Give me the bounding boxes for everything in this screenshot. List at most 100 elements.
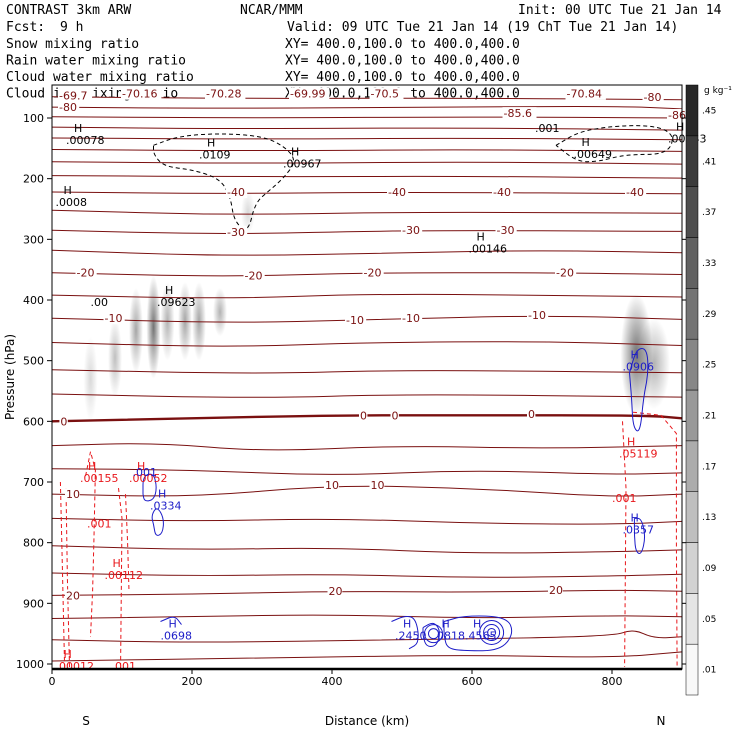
temp-label-34: 20 — [549, 584, 563, 597]
temp-label-bg-5 — [565, 87, 606, 100]
max-label-9: .09623 — [157, 296, 196, 309]
snow-shade-3 — [146, 275, 161, 379]
cloud-water-contour-6 — [422, 622, 440, 647]
temp-label-bg-22 — [345, 314, 367, 327]
temp-label-3: -69.99 — [290, 88, 325, 101]
temp-label-bg-11 — [387, 186, 409, 199]
max-label-18: .001 — [612, 492, 637, 505]
temp-label-23: -10 — [402, 312, 420, 325]
colorbar-label-2: .09 — [702, 564, 717, 574]
temp-label-19: -20 — [364, 267, 382, 280]
rain-contour-5 — [622, 421, 627, 668]
max-label-10: .0906 — [623, 360, 655, 373]
temp-contour-1 — [52, 105, 682, 110]
field-label-1: Rain water mixing ratio — [6, 54, 186, 69]
colorbar-label-11: .45 — [702, 106, 716, 116]
max-marker-21: H — [403, 618, 411, 631]
field-legend: Snow mixing ratio XY= 400.0,100.0 to 400.… — [6, 37, 520, 102]
temp-label-bg-28 — [527, 408, 536, 421]
rain-contour-0 — [59, 481, 66, 668]
temp-contour-19 — [52, 443, 682, 451]
snow-shade-1 — [108, 318, 122, 398]
x-tick-label-0: 0 — [49, 675, 56, 688]
temp-contour-13 — [52, 293, 682, 299]
cloud-water-ring-1 — [483, 623, 501, 641]
snow-shade-6 — [192, 281, 206, 361]
temp-label-7: -85.6 — [504, 107, 532, 120]
temp-contour-25 — [52, 589, 682, 596]
y-tick-label-7: 800 — [23, 537, 44, 550]
temp-label-18: -20 — [245, 270, 263, 283]
temp-label-2: -70.28 — [206, 88, 241, 101]
temperature-contours — [52, 96, 682, 662]
colorbar-swatch-10 — [685, 135, 699, 187]
colorbar-label-0: .01 — [702, 666, 716, 676]
max-marker-23: H — [473, 618, 481, 631]
temp-label-22: -10 — [346, 314, 364, 327]
cloud-water-contour-7 — [443, 615, 513, 652]
cloud-water-contour-0 — [142, 473, 157, 502]
field-label-0: Snow mixing ratio — [6, 37, 139, 52]
field-xy-0: XY= 400.0,100.0 to 400.0,400.0 — [285, 37, 520, 52]
temp-label-29: 10 — [66, 488, 80, 501]
max-marker-17: H — [627, 436, 635, 449]
max-marker-7: H — [477, 231, 485, 244]
temp-label-bg-33 — [327, 585, 343, 598]
temp-label-bg-21 — [103, 312, 125, 325]
max-label-21: .2450 — [395, 630, 427, 643]
init-time: Init: 00 UTC Tue 21 Jan 14 — [518, 3, 722, 18]
temp-label-12: -40 — [493, 186, 511, 199]
colorbar-swatch-4 — [685, 440, 699, 492]
colorbar-swatch-8 — [685, 237, 699, 289]
temp-label-13: -40 — [626, 186, 644, 199]
temp-label-bg-9 — [58, 101, 80, 114]
max-label-16: .0334 — [150, 499, 182, 512]
temp-label-bg-29 — [65, 488, 80, 501]
temp-label-26: 0 — [360, 409, 367, 422]
colorbar-swatch-1 — [685, 593, 699, 645]
temp-label-28: 0 — [528, 408, 535, 421]
max-marker-1: H — [207, 137, 215, 150]
cloud-water-contour-2 — [629, 347, 649, 432]
max-label-24: .00012 — [56, 660, 95, 673]
y-axis-title: Pressure (hPa) — [3, 334, 17, 420]
temp-label-0: -69.7 — [59, 90, 87, 103]
x-tick-label-3: 600 — [462, 675, 483, 688]
temp-contour-2 — [52, 116, 682, 119]
temp-label-25: 0 — [60, 415, 67, 428]
y-tick-label-3: 400 — [23, 294, 44, 307]
x-tick-label-2: 400 — [322, 675, 343, 688]
max-marker-6: H — [64, 184, 72, 197]
temp-contour-23 — [52, 545, 682, 554]
x-tick-label-4: 800 — [602, 675, 623, 688]
temp-contour-3 — [52, 126, 682, 131]
max-label-11: .00155 — [80, 472, 119, 485]
max-label-12: .001 — [87, 518, 112, 531]
max-label-14: .00052 — [129, 472, 168, 485]
temp-contour-4 — [52, 137, 682, 141]
max-label-3: .001 — [535, 122, 560, 135]
temp-contour-12 — [52, 272, 682, 277]
maxima-labels: H.00078H.0109H.00967.001H.00649H.00243H.… — [56, 120, 707, 673]
y-tick-label-4: 500 — [23, 355, 44, 368]
cloud-water-ring-4 — [424, 624, 443, 644]
temp-label-17: -20 — [77, 267, 95, 280]
y-tick-label-1: 200 — [23, 173, 44, 186]
temp-contour-18 — [52, 414, 682, 423]
colorbar-label-6: .25 — [702, 361, 716, 371]
temp-label-bg-32 — [65, 589, 80, 602]
snow-shade-7 — [213, 287, 227, 337]
y-tick-label-5: 600 — [23, 415, 44, 428]
temp-contour-11 — [52, 249, 682, 256]
colorbar-swatch-7 — [685, 288, 699, 340]
max-marker-0: H — [74, 122, 82, 135]
temp-label-bg-19 — [362, 266, 384, 279]
rain-contour-3 — [118, 488, 123, 665]
colorbar: .01 .05 .09 .13 .17 .21 .25 .29 .33 .37 .41 .45 — [685, 84, 717, 696]
temp-label-bg-30 — [324, 479, 339, 492]
colorbar-unit: g kg⁻¹ — [704, 86, 732, 96]
colorbar-label-3: .13 — [702, 513, 716, 523]
temp-label-bg-10 — [226, 186, 248, 199]
